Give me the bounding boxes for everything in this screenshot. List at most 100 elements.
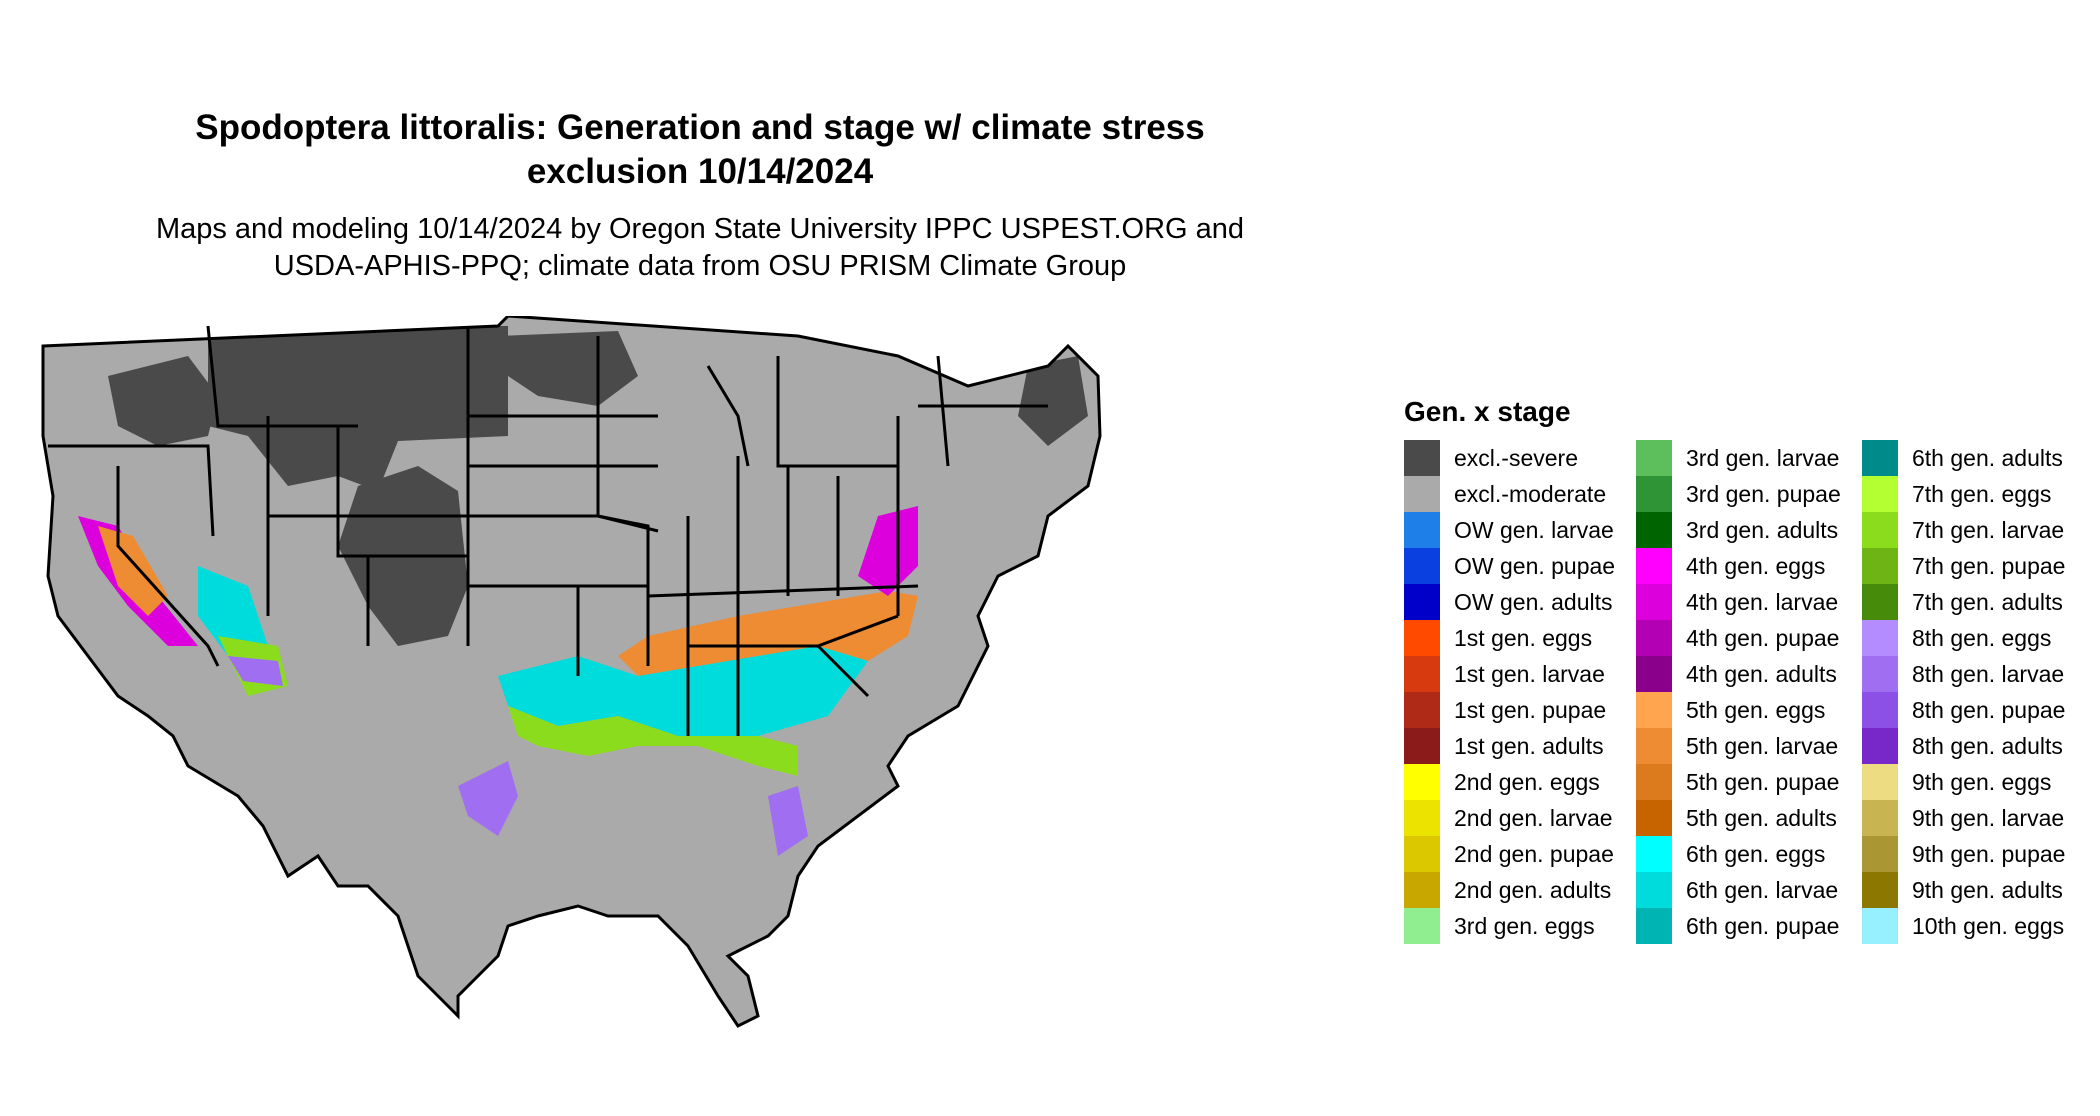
excl-severe-area-maine (1018, 356, 1088, 446)
legend-label: 3rd gen. adults (1686, 516, 1839, 543)
legend-item: 2nd gen. eggs (1404, 764, 1600, 800)
legend-label: 5th gen. larvae (1686, 732, 1839, 759)
legend-label: 2nd gen. larvae (1454, 804, 1613, 831)
legend-swatch (1636, 728, 1672, 764)
legend-swatch (1636, 692, 1672, 728)
south-texas-purple (458, 761, 518, 836)
legend-label: 3rd gen. eggs (1454, 912, 1595, 939)
legend-swatch (1404, 692, 1440, 728)
legend-item: 2nd gen. pupae (1404, 836, 1614, 872)
map-subtitle: Maps and modeling 10/14/2024 by Oregon S… (0, 211, 1400, 285)
legend-label: 4th gen. pupae (1686, 624, 1840, 651)
legend-label: 8th gen. pupae (1912, 696, 2066, 723)
gulf-green-band (508, 706, 798, 776)
legend-item: 7th gen. pupae (1862, 548, 2065, 584)
legend-swatch (1404, 584, 1440, 620)
map-title: Spodoptera littoralis: Generation and st… (0, 106, 1400, 194)
legend-swatch (1862, 620, 1898, 656)
legend-swatch (1636, 584, 1672, 620)
legend-item: 6th gen. pupae (1636, 908, 1839, 944)
legend-item: 4th gen. adults (1636, 656, 1837, 692)
legend-label: 9th gen. eggs (1912, 768, 2052, 795)
chesapeake-magenta-zone (858, 506, 918, 596)
legend-label: 3rd gen. pupae (1686, 480, 1841, 507)
legend-item: 8th gen. adults (1862, 728, 2063, 764)
legend-label: OW gen. pupae (1454, 552, 1616, 579)
legend-label: 7th gen. larvae (1912, 516, 2065, 543)
legend-swatch (1404, 476, 1440, 512)
legend-label: excl.-moderate (1454, 480, 1607, 507)
legend-label: 1st gen. pupae (1454, 696, 1607, 723)
legend-item: 3rd gen. pupae (1636, 476, 1841, 512)
legend-swatch (1404, 620, 1440, 656)
excl-severe-area-great-basin (108, 356, 218, 446)
excl-severe-area-dakota (498, 331, 638, 406)
legend-item: 5th gen. pupae (1636, 764, 1839, 800)
legend-item: 5th gen. eggs (1636, 692, 1825, 728)
legend-swatch (1636, 764, 1672, 800)
legend-swatch (1404, 764, 1440, 800)
legend-item: 5th gen. larvae (1636, 728, 1838, 764)
legend-label: OW gen. adults (1454, 588, 1613, 615)
legend-title: Gen. x stage (1404, 396, 1571, 427)
legend-label: 4th gen. adults (1686, 660, 1837, 687)
legend-swatch (1862, 656, 1898, 692)
legend-item: 1st gen. pupae (1404, 692, 1606, 728)
legend-swatch (1404, 548, 1440, 584)
legend-item: 9th gen. pupae (1862, 836, 2065, 872)
legend-swatch (1404, 728, 1440, 764)
legend-label: 6th gen. pupae (1686, 912, 1840, 939)
legend-item: 1st gen. adults (1404, 728, 1604, 764)
legend-item: excl.-severe (1404, 440, 1578, 476)
legend-item: 7th gen. larvae (1862, 512, 2064, 548)
legend-swatch (1636, 440, 1672, 476)
legend-label: 2nd gen. adults (1454, 876, 1612, 903)
legend-item: 10th gen. eggs (1862, 908, 2064, 944)
legend-item: 1st gen. larvae (1404, 656, 1605, 692)
legend-swatch (1636, 836, 1672, 872)
legend-label: 4th gen. larvae (1686, 588, 1839, 615)
legend-label: 7th gen. pupae (1912, 552, 2066, 579)
legend-label: 4th gen. eggs (1686, 552, 1826, 579)
arizona-purple-zone (228, 656, 283, 686)
legend-label: 3rd gen. larvae (1686, 444, 1840, 471)
legend-item: 7th gen. eggs (1862, 476, 2051, 512)
southeast-orange-band (618, 591, 918, 676)
legend-item: OW gen. adults (1404, 584, 1613, 620)
legend-label: 8th gen. eggs (1912, 624, 2052, 651)
legend-item: 8th gen. pupae (1862, 692, 2065, 728)
legend-item: 9th gen. adults (1862, 872, 2063, 908)
legend-item: 4th gen. larvae (1636, 584, 1838, 620)
legend-label: 9th gen. pupae (1912, 840, 2066, 867)
legend-item: 7th gen. adults (1862, 584, 2063, 620)
legend-swatch (1404, 908, 1440, 944)
legend-item: 5th gen. adults (1636, 800, 1837, 836)
legend-item: OW gen. larvae (1404, 512, 1614, 548)
legend-item: 3rd gen. adults (1636, 512, 1838, 548)
legend-label: 7th gen. eggs (1912, 480, 2052, 507)
legend-swatch (1862, 548, 1898, 584)
legend-swatch (1636, 800, 1672, 836)
legend: excl.-severe excl.-moderate OW gen. larvae… (1404, 440, 2094, 950)
legend-item: 8th gen. eggs (1862, 620, 2051, 656)
legend-label: 8th gen. adults (1912, 732, 2063, 759)
legend-label: 5th gen. eggs (1686, 696, 1826, 723)
legend-label: 5th gen. pupae (1686, 768, 1840, 795)
legend-label: 10th gen. eggs (1912, 912, 2065, 939)
subtitle-line-2: USDA-APHIS-PPQ; climate data from OSU PR… (273, 250, 1127, 282)
legend-swatch (1636, 872, 1672, 908)
legend-swatch (1862, 476, 1898, 512)
legend-item: OW gen. pupae (1404, 548, 1615, 584)
legend-label: 6th gen. larvae (1686, 876, 1839, 903)
legend-label: 1st gen. larvae (1454, 660, 1605, 687)
legend-label: 1st gen. eggs (1454, 624, 1593, 651)
legend-label: 6th gen. adults (1912, 444, 2063, 471)
arizona-cyan-zone (198, 566, 268, 656)
legend-swatch (1862, 692, 1898, 728)
legend-swatch (1404, 872, 1440, 908)
legend-item: 3rd gen. larvae (1636, 440, 1839, 476)
legend-swatch (1862, 836, 1898, 872)
legend-swatch (1862, 908, 1898, 944)
us-outline (41, 316, 1102, 1028)
legend-label: 8th gen. larvae (1912, 660, 2065, 687)
